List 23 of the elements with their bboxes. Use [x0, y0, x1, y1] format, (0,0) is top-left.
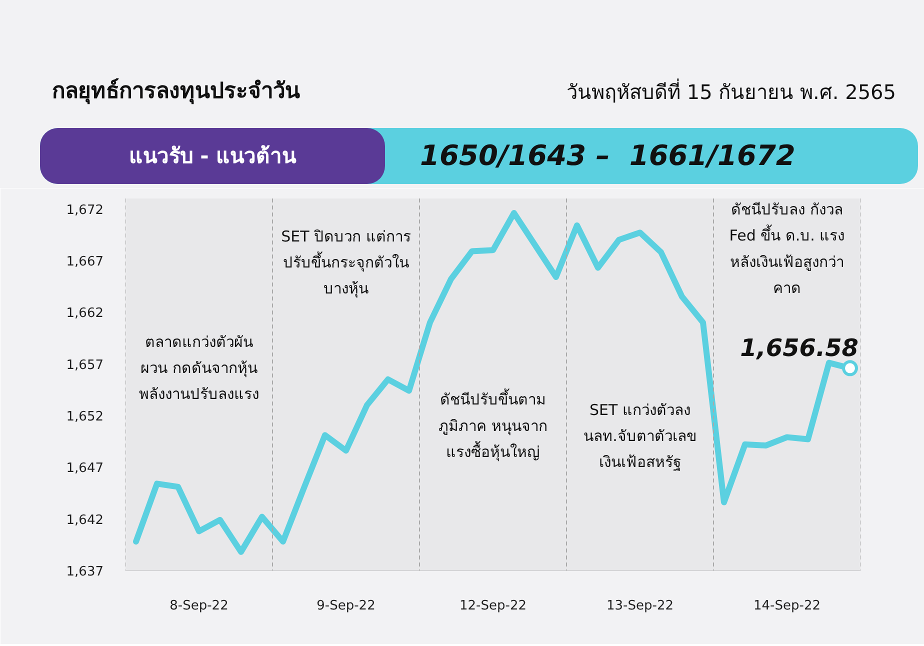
- annotation: ตลาดแกว่งตัวผัน ผวน กดดันจากหุ้น พลังงานปรับลงแรง: [139, 332, 259, 404]
- x-tick-label: 13-Sep-22: [606, 598, 674, 614]
- text: แนวรับ - แนวต้าน: [40, 128, 385, 184]
- annotation: SET แกว่งตัวลง นลท.จับตาตัวเลข เงินเฟ้อสหรัฐ: [584, 401, 696, 472]
- x-tick-label: 12-Sep-22: [460, 598, 526, 614]
- y-tick-label: 1,657: [66, 358, 104, 373]
- y-tick-label: 1,672: [66, 202, 104, 218]
- x-tick-label: 14-Sep-22: [754, 598, 820, 614]
- y-tick-label: 1,667: [66, 254, 104, 270]
- y-tick-label: 1,637: [66, 564, 104, 580]
- y-tick-label: 1,647: [66, 461, 104, 476]
- data-label: 1,656.58: [740, 334, 859, 362]
- x-tick-label: 9-Sep-22: [316, 598, 376, 614]
- chart-subtitle: วันพฤหัสบดีที่ 15 กันยายน พ.ศ. 2565: [566, 78, 896, 106]
- y-tick-label: 1,652: [66, 410, 104, 424]
- y-tick-label: 1,642: [66, 512, 104, 528]
- y-tick-label: 1,662: [66, 306, 104, 322]
- x-tick-label: 8-Sep-22: [170, 598, 228, 614]
- chart-title: กลยุทธ์การลงทุนประจำวัน: [52, 77, 300, 106]
- annotation: ดัชนีปรับขึ้นตาม ภูมิภาค หนุนจาก แรงซื้อหุ้นใหญ่: [438, 388, 548, 462]
- text: 1650/1643 – 1661/1672: [420, 138, 796, 174]
- annotation: SET ปิดบวก แต่การ ปรับขึ้นกระจุกตัวใน บางหุ้น: [281, 227, 411, 299]
- annotation: ดัชนีปรับลง กังวล Fed ขึ้น ด.บ. แรง หลังเงินเฟ้อสูงกว่า คาด: [729, 200, 845, 297]
